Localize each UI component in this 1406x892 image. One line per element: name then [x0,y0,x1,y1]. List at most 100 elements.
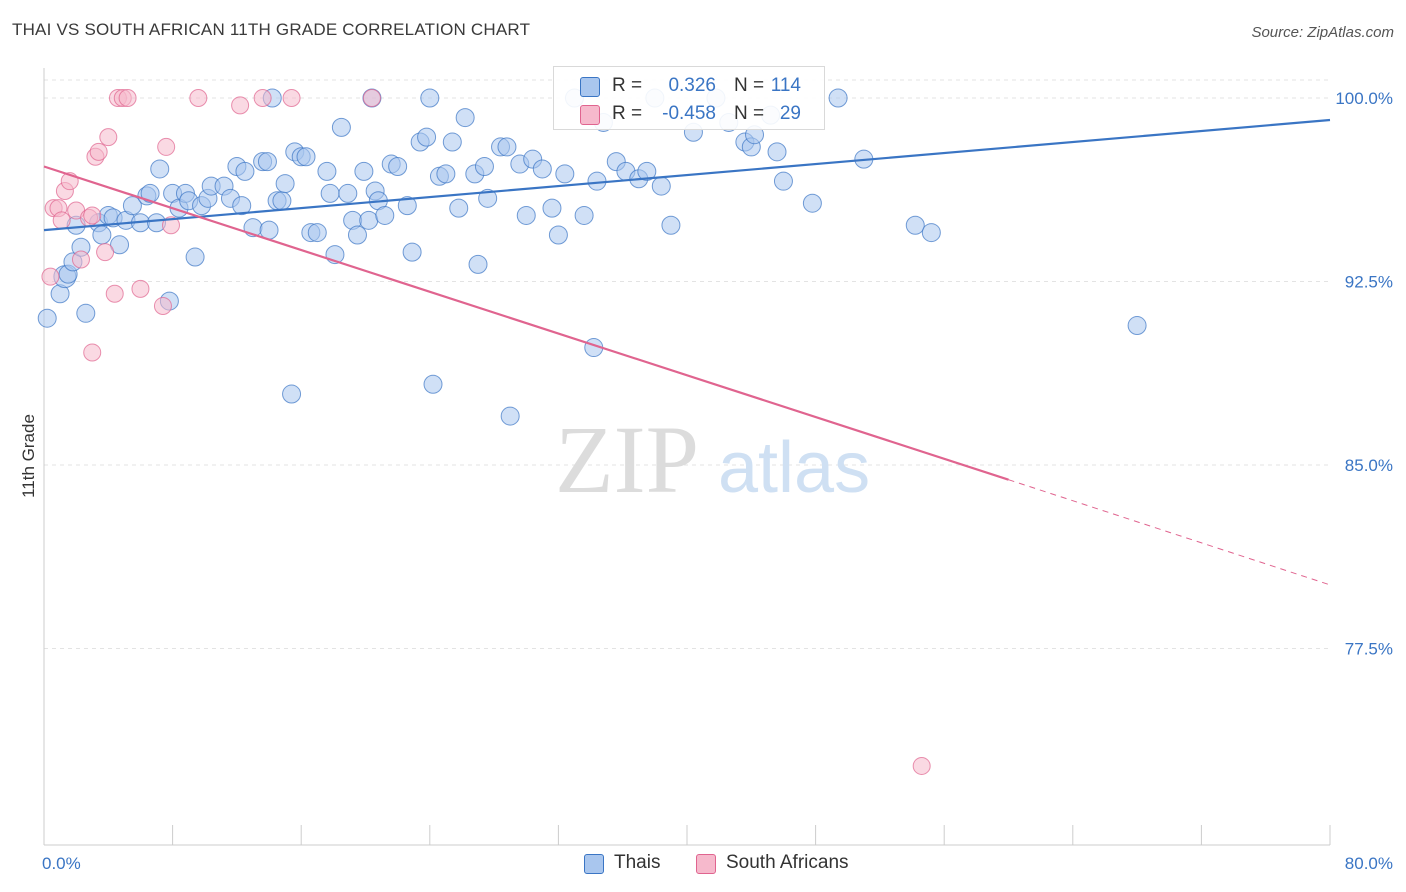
thai-point [548,225,568,245]
n-value: 29 [779,103,801,124]
thai-point [921,223,941,243]
thai-point [282,384,302,404]
thai-point [474,157,494,177]
south-african-point [118,89,137,107]
y-axis-label: 11th Grade [19,414,38,498]
thai-point [542,198,562,218]
stats-row-thai: R = 0.326 N = 114 [554,73,824,99]
thai-point [185,247,205,267]
watermark: ZIP atlas [555,406,870,513]
stats-legend: R = 0.326 N = 114 R = -0.458 N = 29 [553,66,825,130]
thai-point [637,161,657,181]
y-tick-label: 100.0% [1335,89,1393,108]
thai-point [500,406,520,426]
thai-trend-line [43,118,1331,232]
south-african-point [153,296,172,315]
south-african-point [189,89,208,107]
south-african-point [105,284,124,303]
thai-point [110,235,130,255]
thai-point [307,223,327,243]
thai-point [359,210,379,230]
south-african-point [83,343,102,362]
thai-point [92,225,112,245]
source-label: Source: ZipAtlas.com [1251,24,1394,41]
stats-row-south-african: R = -0.458 N = 29 [554,101,824,127]
thai-point [122,196,142,216]
south-african-point [131,279,150,298]
series-legend: Thais South Africans [0,852,1406,878]
chart-title: THAI VS SOUTH AFRICAN 11TH GRADE CORRELA… [12,20,531,39]
watermark-atlas: atlas [718,428,870,508]
watermark-zip: ZIP [555,406,699,513]
thai-point [338,183,358,203]
thai-swatch [580,77,600,97]
n-label: N = [734,75,765,96]
south-african-point [83,206,102,225]
thai-point [423,374,443,394]
thai-point [375,205,395,225]
thai-point [574,205,594,225]
south-african-point [253,89,272,107]
south-african-point [912,756,931,775]
y-tick-label: 85.0% [1345,456,1393,475]
n-label: N = [734,103,765,124]
y-tick-label: 92.5% [1345,273,1393,292]
x-tick-label: 80.0% [1345,854,1393,873]
thai-point [347,225,367,245]
thai-point [661,215,681,235]
thai-point [516,205,536,225]
thai-point [140,183,160,203]
thai-point [773,171,793,191]
thai-point [37,308,57,328]
thai-point [272,191,292,211]
thai-point [449,198,469,218]
r-label: R = [612,103,643,124]
r-value: 0.326 [668,75,716,96]
y-tick-label: 77.5% [1345,640,1393,659]
thai-point [802,193,822,213]
thai-point [497,137,517,157]
thai-point [478,188,498,208]
thai-point [150,159,170,179]
thai-point [417,127,437,147]
tick-labels: 100.0% 92.5% 85.0% 77.5% 0.0% 80.0% [42,89,1393,873]
trend-lines [43,118,1331,586]
thai-point [828,88,848,108]
south-african-point [231,96,250,115]
south-african-point [99,128,118,147]
thai-point [76,303,96,323]
thai-point [905,215,925,235]
south-african-point [89,142,108,161]
thai-point [436,164,456,184]
thai-point [532,159,552,179]
thai-point [331,117,351,137]
thai-point [388,157,408,177]
thai-point [257,152,277,172]
south-african-point [362,89,381,107]
thai-point [442,132,462,152]
south-african-trend-line [43,165,1009,481]
thai-point [767,142,787,162]
thai-point [317,161,337,181]
thai-point [420,88,440,108]
thais-swatch [584,854,604,874]
south-africans-swatch [696,854,716,874]
thai-point [555,164,575,184]
south-african-point [282,89,301,107]
south-african-point [71,250,90,269]
thai-point [402,242,422,262]
legend-label-south-africans: South Africans [726,852,849,873]
south-african-trend-extension [1008,479,1331,586]
thai-point [232,196,252,216]
thai-point [320,183,340,203]
thai-point [455,108,475,128]
thai-point [296,147,316,167]
south-african-point [161,216,180,235]
r-value: -0.458 [662,103,716,124]
axis-ticks [43,825,1331,845]
south-african-point [157,137,176,156]
thai-point [275,174,295,194]
south-african-point [41,267,60,286]
thai-point [468,254,488,274]
